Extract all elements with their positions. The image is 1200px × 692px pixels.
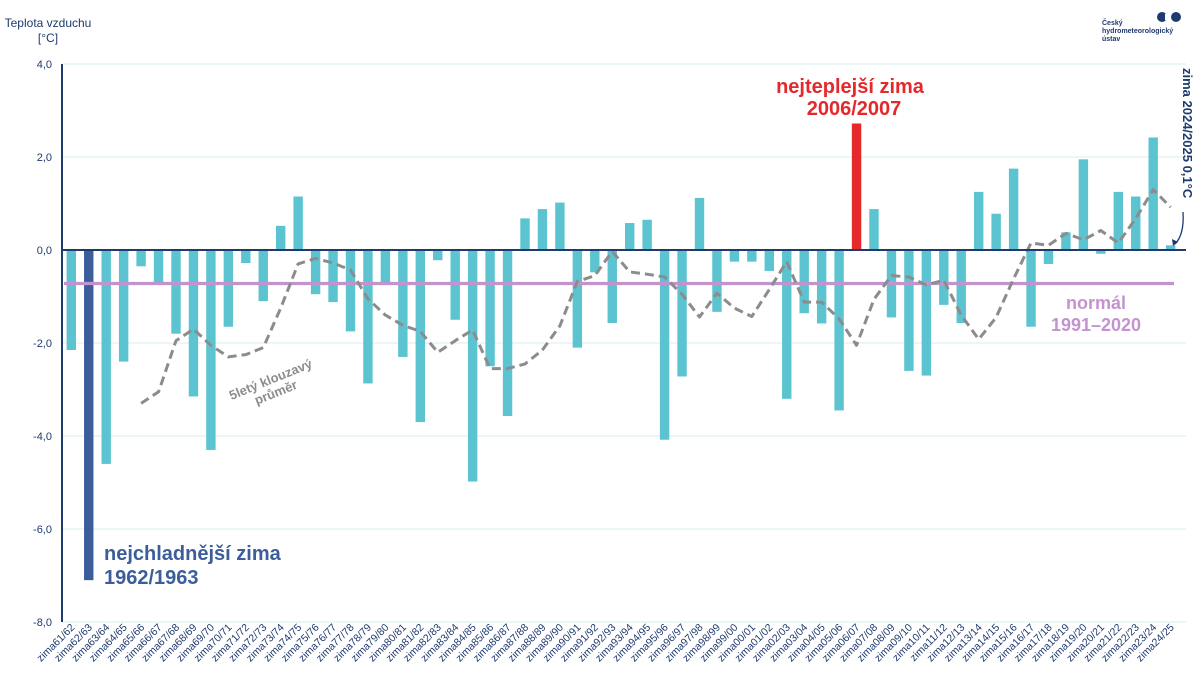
bar-zima78-79 [363, 250, 373, 384]
chmu-logo: Český hydrometeorologický ústav [1102, 12, 1181, 43]
logo-text-line1: Český [1102, 18, 1123, 27]
y-tick-label: 0,0 [37, 245, 52, 257]
bar-zima71-72 [241, 250, 251, 264]
bar-zima05-06 [834, 250, 844, 411]
bar-zima74-75 [293, 196, 303, 250]
bar-zima66-67 [153, 250, 164, 283]
bar-zima04-05 [816, 250, 827, 324]
y-tick-label: -4,0 [33, 431, 52, 443]
bar-zima88-89 [537, 209, 548, 250]
bar-zima98-99 [712, 250, 722, 312]
bar-zima64-65 [118, 250, 129, 362]
bar-zima62-63 [84, 250, 94, 581]
logo-text-line2: hydrometeorologický [1102, 28, 1173, 35]
bar-zima70-71 [223, 250, 234, 327]
warmest-label-line2: 2006/2007 [807, 98, 902, 120]
bar-zima73-74 [276, 225, 286, 250]
bar-zima65-66 [136, 250, 146, 267]
bar-zima77-78 [345, 250, 356, 332]
y-tick-label: -6,0 [33, 524, 52, 536]
moving-average-group [140, 188, 1172, 405]
logo-text-line3: ústav [1102, 36, 1120, 43]
y-tick-label: 2,0 [37, 152, 52, 164]
logo-notch [1165, 14, 1168, 20]
bar-zima96-97 [677, 250, 687, 377]
bar-zima95-96 [659, 250, 670, 440]
coldest-label-line2: 1962/1963 [104, 567, 199, 589]
bar-zima12-13 [956, 250, 966, 324]
bar-zima91-92 [590, 250, 600, 273]
bar-zima81-82 [415, 250, 425, 423]
bar-zima00-01 [747, 250, 757, 262]
bar-zima02-03 [782, 250, 792, 399]
bar-zima22-23 [1131, 196, 1141, 250]
coldest-label-line1: nejchladnější zima [104, 543, 282, 565]
bar-zima99-00 [729, 250, 740, 262]
normal-label-line2: 1991–2020 [1051, 315, 1141, 335]
bar-zima07-08 [869, 209, 879, 250]
bar-zima97-98 [694, 197, 705, 250]
bar-zima85-86 [485, 250, 495, 367]
bar-zima23-24 [1148, 137, 1158, 250]
bar-zima75-76 [310, 250, 321, 295]
latest-winter-label: zima 2024/2025 0,1°C [1180, 68, 1195, 199]
bar-zima19-20 [1078, 159, 1089, 250]
y-axis-title-line1: Teplota vzduchu [5, 16, 92, 30]
bar-zima80-81 [398, 250, 408, 357]
bar-zima67-68 [171, 250, 181, 334]
bar-zima20-21 [1096, 250, 1106, 254]
bar-zima18-19 [1061, 232, 1071, 250]
bar-zima15-16 [1008, 168, 1019, 250]
bar-zima11-12 [939, 250, 949, 305]
bar-zima89-90 [555, 202, 565, 250]
bar-zima09-10 [904, 250, 914, 371]
bar-zima69-70 [206, 250, 216, 450]
axes [61, 64, 1186, 622]
bar-zima01-02 [764, 250, 774, 271]
bar-zima21-22 [1113, 191, 1123, 250]
bar-zima06-07 [851, 123, 862, 250]
bar-zima16-17 [1026, 250, 1036, 327]
bar-zima68-69 [188, 250, 199, 397]
bar-zima79-80 [380, 250, 391, 283]
bar-zima87-88 [520, 218, 530, 250]
bar-zima61-62 [66, 250, 76, 350]
bar-zima82-83 [433, 250, 443, 261]
gridlines [62, 63, 1186, 623]
bar-zima84-85 [467, 250, 478, 482]
y-tick-label: 4,0 [37, 59, 52, 71]
bar-zima10-11 [921, 250, 932, 376]
bar-zima63-64 [101, 250, 111, 464]
bar-zima72-73 [258, 250, 268, 302]
bar-zima90-91 [572, 250, 583, 348]
moving-average-line [140, 188, 1172, 405]
bar-zima93-94 [625, 223, 635, 250]
bar-zima94-95 [642, 219, 652, 250]
bar-zima03-04 [799, 250, 809, 314]
bar-zima14-15 [991, 213, 1001, 250]
x-tick-labels: zima61/62zima62/63zima63/64zima64/65zima… [35, 622, 1177, 665]
y-tick-label: -8,0 [33, 617, 52, 629]
latest-winter-arrow [1174, 211, 1184, 245]
y-axis-title-line2: [°C] [38, 31, 58, 45]
y-tick-labels: -8,0 -6,0 -4,0 -2,0 0,0 2,0 4,0 [33, 59, 52, 629]
bar-zima86-87 [502, 250, 513, 417]
bars [66, 123, 1176, 581]
normal-label-line1: normál [1066, 293, 1126, 313]
bar-zima17-18 [1043, 250, 1054, 264]
latest-winter-arrowhead [1172, 239, 1178, 246]
bar-zima92-93 [607, 250, 617, 324]
warmest-label-line1: nejteplejší zima [776, 76, 925, 98]
bar-zima13-14 [974, 191, 984, 250]
bar-zima24-25 [1165, 245, 1176, 250]
logo-circle-right [1171, 12, 1181, 22]
logo-circle-left [1157, 12, 1167, 22]
y-tick-label: -2,0 [33, 338, 52, 350]
bar-zima76-77 [328, 250, 338, 303]
